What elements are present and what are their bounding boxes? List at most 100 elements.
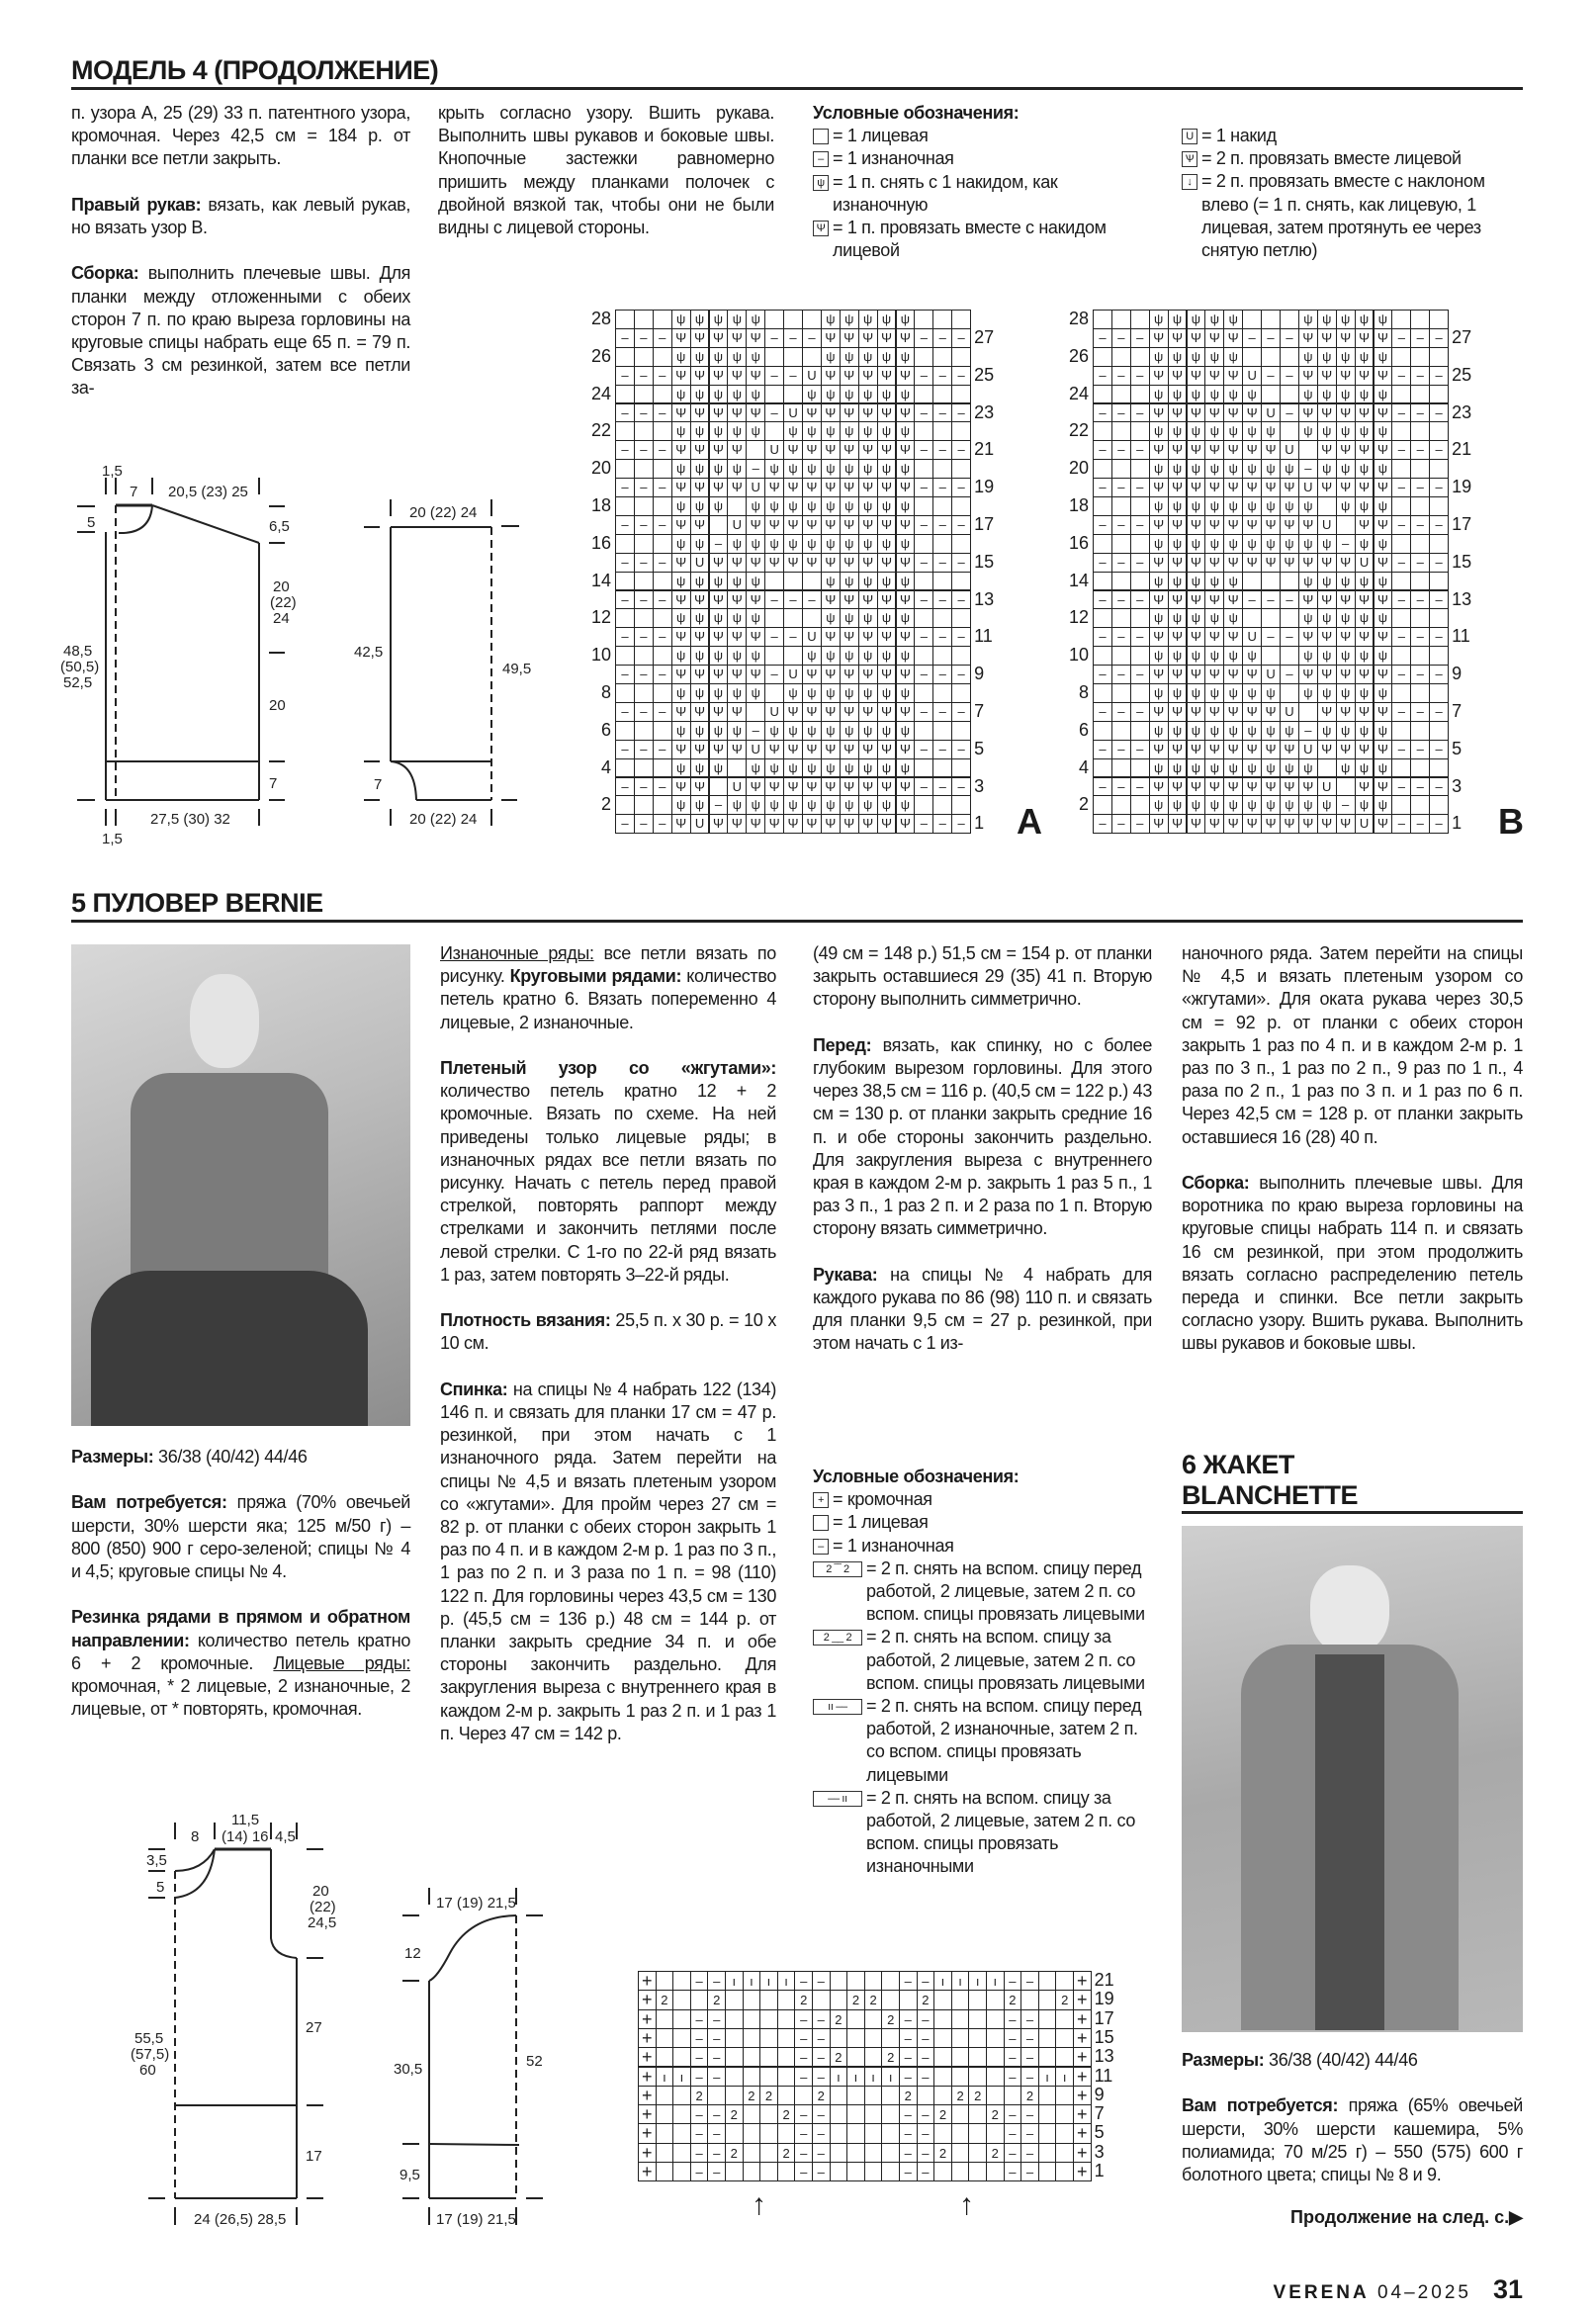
chart-cell: ψ: [1204, 757, 1225, 778]
chart-cell: [633, 533, 654, 554]
chart-cell: Ψ: [727, 814, 748, 835]
chart-cell: ψ: [820, 459, 841, 480]
chart-cell: [914, 459, 934, 480]
row-number: 16: [1068, 532, 1089, 553]
chart-cell: Ψ: [727, 589, 748, 610]
dim-label: 55,5: [134, 2030, 163, 2047]
chart-cell: ψ: [802, 683, 822, 703]
chart-cell: –: [914, 402, 934, 423]
chart-cell: [1410, 459, 1431, 480]
chart-cell: Ψ: [764, 739, 785, 759]
chart-cell: [802, 310, 822, 329]
chart-cell: –: [1410, 365, 1431, 386]
chart-cell: ψ: [1335, 421, 1356, 442]
chart-cell: 2: [776, 2142, 796, 2163]
chart-cell: +: [1073, 2047, 1092, 2068]
chart-cell: –: [932, 739, 953, 759]
chart-cell: ψ: [802, 384, 822, 404]
chart-cell: [986, 2047, 1005, 2068]
continued-link[interactable]: Продолжение на след. с.▶: [1290, 2207, 1523, 2228]
chart-cell: ψ: [1242, 384, 1263, 404]
chart-cell: –: [899, 2066, 918, 2087]
chart-cell: [652, 683, 672, 703]
chart-cell: [829, 2123, 848, 2144]
chart-cell: –: [951, 665, 972, 684]
chart-cell: [1391, 683, 1412, 703]
chart-cell: [1093, 310, 1112, 329]
chart-cell: Ψ: [895, 478, 916, 497]
chart-cell: Ψ: [689, 402, 710, 423]
chart-cell: ψ: [1204, 384, 1225, 404]
chart-cell: [1410, 720, 1431, 741]
chart-cell: ψ: [1297, 421, 1318, 442]
chart-cell: Ψ: [1373, 589, 1393, 610]
chart-cell: ψ: [727, 795, 748, 816]
chart-cell: Ψ: [802, 665, 822, 684]
chart-cell: ψ: [783, 421, 803, 442]
chart-cell: Ψ: [895, 327, 916, 348]
chart-cell: [1391, 720, 1412, 741]
chart-cell: 2: [899, 2085, 918, 2106]
chart-cell: [968, 2047, 987, 2068]
chart-cell: Ψ: [1167, 402, 1188, 423]
chart-cell: ψ: [895, 646, 916, 667]
chart-cell: [1093, 459, 1112, 480]
chart-cell: –: [1110, 514, 1131, 535]
chart-cell: ψ: [839, 795, 859, 816]
chart-cell: ψ: [839, 533, 859, 554]
chart-cell: +: [1073, 2085, 1092, 2106]
chart-cell: ψ: [1297, 608, 1318, 629]
chart-cell: –: [1429, 776, 1450, 797]
chart-cell: ψ: [820, 608, 841, 629]
chart-cell: Ψ: [764, 814, 785, 835]
paragraph: Изнаночные ряды: все петли вязать по рис…: [440, 942, 776, 1034]
chart-cell: Ψ: [1316, 739, 1337, 759]
chart-cell: [652, 533, 672, 554]
bold-lead: Сборка:: [1182, 1173, 1250, 1194]
chart-cell: [783, 384, 803, 404]
chart-cell: ψ: [689, 720, 710, 741]
chart-cell: [1093, 683, 1112, 703]
chart-cell: Ψ: [708, 552, 729, 573]
row-number: 20: [1068, 458, 1089, 479]
chart-cell: [1280, 310, 1299, 329]
chart-cell: –: [899, 2123, 918, 2144]
chart-cell: –: [1003, 2123, 1022, 2144]
chart-cell: [1037, 2085, 1057, 2106]
stitch-symbol-icon: Ѱ: [1182, 151, 1197, 168]
row-number: 9: [1094, 2084, 1105, 2104]
chart-cell: [863, 2085, 883, 2106]
chart-cell: [1410, 346, 1431, 367]
text: 36/38 (40/42) 44/46: [1264, 2050, 1418, 2070]
chart-cell: 2: [933, 2104, 952, 2125]
chart-cell: Ψ: [1186, 478, 1206, 497]
chart-cell: ı: [863, 2066, 883, 2087]
chart-cell: [633, 757, 654, 778]
chart-cell: [1093, 608, 1112, 629]
chart-cell: ψ: [876, 384, 897, 404]
chart-cell: [783, 646, 803, 667]
chart-cell: –: [1391, 478, 1412, 497]
chart-cell: –: [1280, 589, 1299, 610]
dim-label: (57,5): [131, 2046, 169, 2063]
chart-cell: U: [1242, 365, 1263, 386]
chart-cell: [829, 1971, 848, 1992]
row-number: 21: [974, 439, 995, 460]
chart-cell: [863, 2008, 883, 2029]
chart-cell: Ψ: [895, 701, 916, 722]
chart-cell: [1280, 571, 1299, 591]
text: п. узора А, 25 (29) 33 п. патентного узо…: [71, 103, 410, 169]
legend-item: = 1 лицевая: [813, 1511, 1154, 1534]
chart-cell: –: [1003, 1971, 1022, 1992]
chart-cell: ψ: [1186, 683, 1206, 703]
chart-cell: Ψ: [857, 589, 878, 610]
chart-cell: [1391, 384, 1412, 404]
row-number: 5: [1094, 2122, 1105, 2143]
chart-cell: [1429, 384, 1450, 404]
chart-cell: ψ: [1186, 533, 1206, 554]
chart-cell: ψ: [1373, 421, 1393, 442]
chart-cell: [846, 2008, 865, 2029]
chart-cell: Ψ: [1316, 327, 1337, 348]
chart-cell: –: [746, 720, 766, 741]
chart-cell: ψ: [1223, 571, 1244, 591]
